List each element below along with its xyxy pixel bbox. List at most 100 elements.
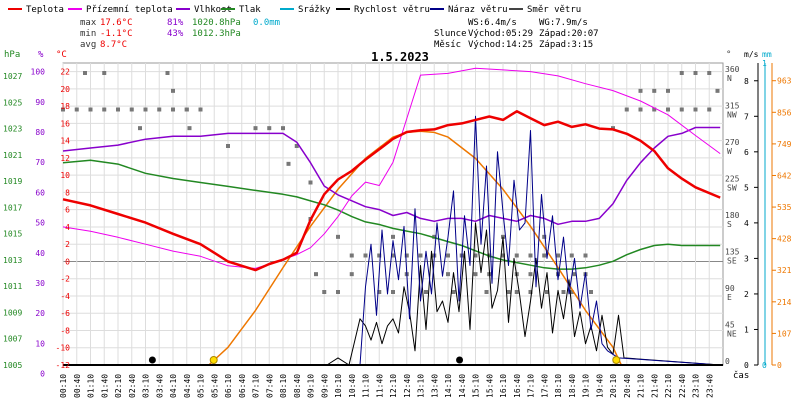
legend-label: Rychlost větru xyxy=(354,5,430,15)
legend-label: Srážky xyxy=(298,5,331,15)
wind-direction-point xyxy=(484,290,489,294)
wind-direction-point xyxy=(624,107,629,112)
wind-direction-point xyxy=(542,253,547,258)
x-tick-label: 03:10 xyxy=(142,374,151,398)
dir-tick-name: SE xyxy=(727,257,737,266)
x-tick-label: 16:10 xyxy=(499,374,508,398)
x-tick-label: 20:10 xyxy=(609,374,618,398)
wind-direction-point xyxy=(446,253,450,258)
wind-tick-label: 7 xyxy=(744,112,749,121)
temp-tick-label: 18 xyxy=(60,102,70,111)
x-tick-label: 21:10 xyxy=(637,374,646,398)
wind-direction-point xyxy=(363,253,368,258)
unit-wind: m/s xyxy=(744,50,759,59)
wind-direction-point xyxy=(707,71,712,75)
temp-tick-label: 0 xyxy=(65,257,70,266)
x-tick-label: 04:10 xyxy=(169,374,178,398)
wind-direction-point xyxy=(187,126,192,131)
x-tick-label: 22:40 xyxy=(678,374,687,398)
wind-direction-point xyxy=(652,88,657,93)
wind-direction-point xyxy=(542,234,547,239)
wind-direction-point xyxy=(528,272,533,277)
press-tick-label: 1017 xyxy=(3,203,22,212)
x-tick-label: 07:10 xyxy=(252,374,261,398)
x-tick-label: 18:40 xyxy=(568,374,577,398)
wind-direction-point xyxy=(501,253,505,258)
x-tick-label: 19:40 xyxy=(595,374,604,398)
x-tick-label: 17:10 xyxy=(527,374,536,398)
x-tick-label: 14:10 xyxy=(444,374,453,398)
wind-direction-point xyxy=(165,71,170,75)
stats-avg-temp: 8.7°C xyxy=(100,40,127,50)
x-tick-label: 14:40 xyxy=(458,374,467,398)
hum-tick-label: 30 xyxy=(35,279,45,288)
x-tick-label: 08:40 xyxy=(293,374,302,398)
wind-direction-point xyxy=(281,126,285,131)
x-tick-label: 04:40 xyxy=(183,374,192,398)
wind-direction-point xyxy=(171,88,175,93)
press-tick-label: 1021 xyxy=(3,151,22,160)
legend-label: Vlhkost xyxy=(194,5,232,15)
wind-direction-point xyxy=(138,126,142,131)
x-tick-label: 10:10 xyxy=(334,374,343,398)
dir-tick-name: E xyxy=(727,293,732,302)
wind-direction-point xyxy=(314,272,318,277)
wind-direction-point xyxy=(666,107,670,112)
series-line-ground xyxy=(62,67,721,269)
temp-tick-label: -2 xyxy=(60,275,70,284)
press-tick-label: 1019 xyxy=(3,177,22,186)
wind-direction-point xyxy=(61,107,65,112)
x-tick-label: 22:10 xyxy=(664,374,673,398)
x-tick-label: 11:10 xyxy=(362,374,371,398)
press-tick-label: 1013 xyxy=(3,256,22,265)
press-tick-label: 1025 xyxy=(3,98,22,107)
wind-direction-point xyxy=(308,180,313,185)
wind-tick-label: 1 xyxy=(744,325,749,334)
hum-tick-label: 80 xyxy=(35,128,45,137)
x-tick-label: 21:40 xyxy=(650,374,659,398)
wind-direction-point xyxy=(545,290,549,294)
x-tick-label: 11:40 xyxy=(375,374,384,398)
x-tick-label: 00:10 xyxy=(59,374,68,398)
stats-min-press: 1012.3hPa xyxy=(192,29,241,39)
press-tick-label: 1005 xyxy=(3,361,22,370)
legend-label: Teplota xyxy=(26,5,64,15)
wind-direction-point xyxy=(286,161,291,166)
unit-dir: ° xyxy=(726,50,731,60)
stats-min-label: min xyxy=(80,29,96,39)
wind-direction-point xyxy=(102,71,107,75)
moonrise-marker xyxy=(456,356,464,364)
temp-tick-label: 2 xyxy=(65,240,70,249)
unit-temp: °C xyxy=(56,50,67,60)
x-tick-label: 23:10 xyxy=(692,374,701,398)
x-tick-label: 01:40 xyxy=(100,374,109,398)
stats-max-label: max xyxy=(80,18,97,28)
hum-tick-label: 70 xyxy=(35,158,45,167)
x-tick-label: 17:40 xyxy=(540,374,549,398)
moon-label: Měsíc xyxy=(434,40,461,50)
moon-rise: Východ:14:25 xyxy=(468,40,533,50)
wind-direction-point xyxy=(589,290,593,294)
wind-ws: WS:6.4m/s xyxy=(468,18,517,28)
temp-tick-label: 6 xyxy=(65,206,70,215)
wind-tick-label: 5 xyxy=(744,183,749,192)
wind-direction-point xyxy=(226,144,230,148)
wind-direction-point xyxy=(391,290,395,294)
wind-direction-point xyxy=(666,88,670,93)
press-tick-label: 1015 xyxy=(3,230,22,239)
wind-direction-point xyxy=(377,290,382,294)
wind-direction-point xyxy=(253,126,258,131)
x-tick-label: 19:10 xyxy=(582,374,591,398)
wind-direction-point xyxy=(569,253,574,258)
sun-tick-label: 535 xyxy=(777,203,792,212)
x-tick-label: 05:40 xyxy=(210,374,219,398)
hum-tick-label: 50 xyxy=(35,219,45,228)
axes: 2220181614121086420-2-4-6-8-10-121009080… xyxy=(3,59,792,398)
wind-direction-point xyxy=(391,234,395,239)
wind-direction-point xyxy=(473,272,478,277)
wind-direction-point xyxy=(171,107,175,112)
series-line-gust xyxy=(63,115,721,366)
x-tick-label: 01:10 xyxy=(87,374,96,398)
press-tick-label: 1023 xyxy=(3,125,22,134)
